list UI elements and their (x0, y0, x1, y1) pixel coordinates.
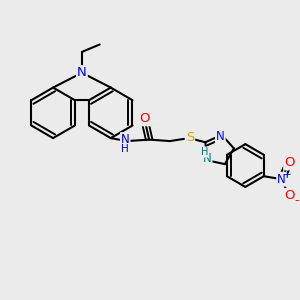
Text: O: O (140, 112, 150, 125)
Text: N: N (77, 66, 87, 79)
Text: O: O (284, 156, 295, 169)
Text: +: + (283, 170, 292, 180)
Text: O: O (284, 189, 295, 202)
Text: S: S (186, 131, 194, 144)
Text: -: - (294, 194, 298, 207)
Text: N: N (203, 152, 212, 165)
Text: N: N (277, 173, 286, 186)
Text: H: H (121, 143, 129, 154)
Text: N: N (121, 133, 130, 146)
Text: H: H (201, 147, 208, 157)
Text: N: N (216, 130, 225, 143)
